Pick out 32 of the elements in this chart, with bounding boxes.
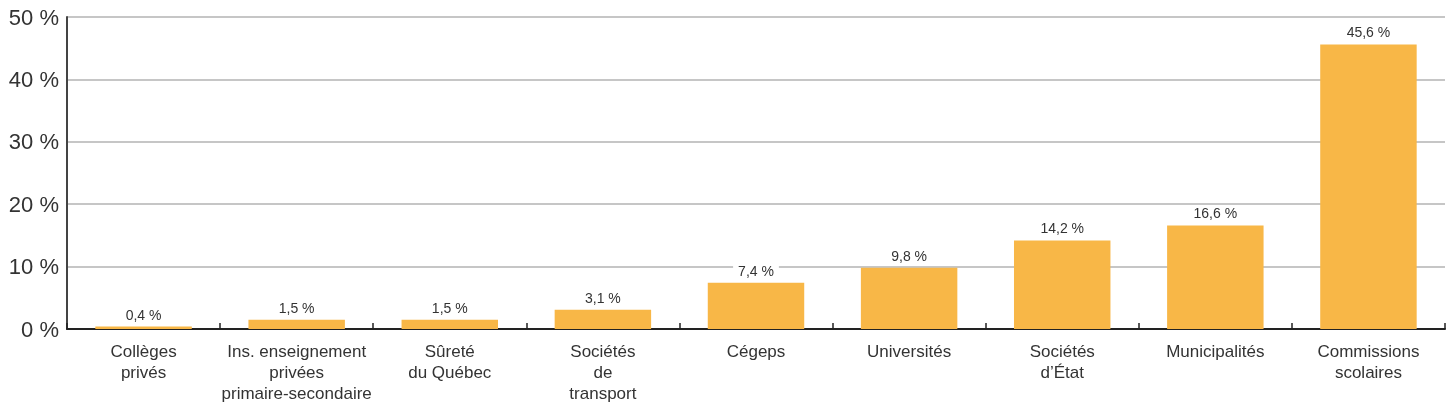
x-tick-label: Cégeps <box>726 342 786 361</box>
x-tick-label: Collèges privés <box>110 342 177 382</box>
y-tick-label: 40 % <box>8 66 59 92</box>
bar <box>248 319 345 329</box>
bar <box>554 309 652 329</box>
x-tick-label: Universités <box>867 342 952 361</box>
data-label: 45,6 % <box>1346 24 1391 41</box>
data-label: 14,2 % <box>1040 220 1085 237</box>
y-tick-label: 50 % <box>8 4 59 30</box>
data-label: 1,5 % <box>278 299 315 316</box>
data-label: 9,8 % <box>891 247 928 264</box>
bar <box>1013 240 1111 329</box>
bar <box>401 319 499 329</box>
bar <box>1320 44 1417 329</box>
y-tick-label: 30 % <box>8 129 59 155</box>
x-tick-label: Ins. enseignement privées primaire-secondaire <box>221 342 372 403</box>
y-tick-label: 20 % <box>8 191 59 217</box>
data-label: 7,4 % <box>738 262 774 279</box>
data-label: 0,4 % <box>125 306 162 323</box>
y-tick-label: 0 % <box>21 316 59 342</box>
x-tick-label: Sociétés de transport <box>569 342 637 403</box>
data-label: 1,5 % <box>431 299 468 316</box>
x-tick-label: Commissions scolaires <box>1317 342 1420 382</box>
y-tick-label: 10 % <box>8 254 59 280</box>
x-tick-label: Sûreté du Québec <box>408 342 492 382</box>
data-label: 3,1 % <box>584 289 621 306</box>
data-label: 16,6 % <box>1193 205 1238 222</box>
bar <box>860 267 958 329</box>
x-tick-label: Municipalités <box>1166 342 1265 361</box>
x-tick-label: Sociétés d’État <box>1029 342 1095 382</box>
bar <box>1167 225 1264 329</box>
bar <box>707 282 805 329</box>
